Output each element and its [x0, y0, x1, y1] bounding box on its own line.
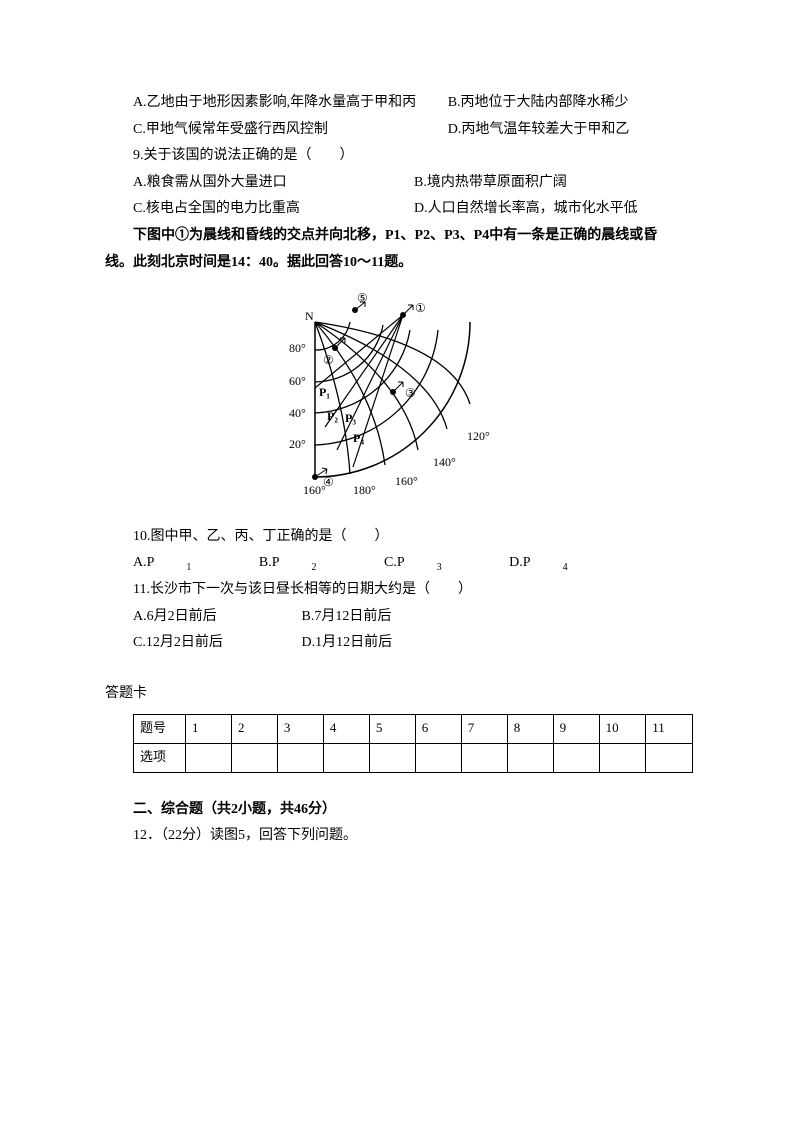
- label-n1: ①: [415, 301, 426, 315]
- label-lat40: 40°: [289, 406, 306, 420]
- q8-option-d: D.丙地气温年较差大于甲和乙: [448, 117, 695, 144]
- q9-option-a: A.粮食需从国外大量进口: [133, 170, 414, 197]
- q9-options-row2: C.核电占全国的电力比重高 D.人口自然增长率高，城市化水平低: [105, 196, 695, 223]
- answer-num-10: 10: [599, 714, 646, 743]
- q8-option-a: A.乙地由于地形因素影响,年降水量高于甲和丙: [133, 90, 448, 117]
- answer-num-5: 5: [369, 714, 415, 743]
- q10-option-b: B.P2: [259, 550, 349, 577]
- answer-num-9: 9: [553, 714, 599, 743]
- label-lat80: 80°: [289, 341, 306, 355]
- globe-svg: N 80° 60° 40° 20° 160° 180° 160° 140° 12…: [275, 282, 525, 507]
- q11-option-d: D.1月12日前后: [302, 635, 393, 650]
- section2-title: 二、综合题（共2小题，共46分）: [105, 797, 695, 824]
- answer-cell-1[interactable]: [186, 743, 232, 772]
- answer-num-7: 7: [461, 714, 507, 743]
- label-n5: ⑤: [357, 291, 368, 305]
- answer-table-header-row: 题号 1 2 3 4 5 6 7 8 9 10 11: [134, 714, 693, 743]
- context-line2: 线。此刻北京时间是14：40。据此回答10～11题。: [105, 255, 412, 270]
- answer-num-8: 8: [507, 714, 553, 743]
- q9-option-d: D.人口自然增长率高，城市化水平低: [414, 196, 695, 223]
- q10-option-c: C.P3: [384, 550, 474, 577]
- answer-num-1: 1: [186, 714, 232, 743]
- label-N: N: [305, 309, 314, 323]
- label-n2: ②: [323, 353, 334, 367]
- q11-option-a: A.6月2日前后: [133, 604, 298, 631]
- q9-option-c: C.核电占全国的电力比重高: [133, 196, 414, 223]
- answer-num-4: 4: [323, 714, 369, 743]
- label-lon120: 120°: [467, 429, 490, 443]
- q11-option-c: C.12月2日前后: [133, 630, 298, 657]
- answer-num-6: 6: [415, 714, 461, 743]
- answer-cell-5[interactable]: [369, 743, 415, 772]
- q12-stem: 12．（22分）读图5，回答下列问题。: [105, 823, 695, 850]
- answer-num-11: 11: [646, 714, 693, 743]
- label-P1: P₁: [319, 385, 330, 399]
- answer-num-2: 2: [231, 714, 277, 743]
- label-n3: ③: [405, 386, 416, 400]
- q9-options-row1: A.粮食需从国外大量进口 B.境内热带草原面积广阔: [105, 170, 695, 197]
- label-lon160e: 160°: [395, 474, 418, 488]
- q11-options-row1: A.6月2日前后 B.7月12日前后: [105, 604, 695, 631]
- label-lon140: 140°: [433, 455, 456, 469]
- label-lat60: 60°: [289, 374, 306, 388]
- q10-options: A.P1 B.P2 C.P3 D.P4: [105, 550, 695, 577]
- answer-num-3: 3: [277, 714, 323, 743]
- answer-cell-4[interactable]: [323, 743, 369, 772]
- q10-option-a: A.P1: [133, 550, 223, 577]
- answer-cell-11[interactable]: [646, 743, 693, 772]
- label-n4: ④: [323, 475, 334, 489]
- q11-option-b: B.7月12日前后: [302, 609, 392, 624]
- q10-option-d: D.P4: [509, 550, 599, 577]
- answer-card-title: 答题卡: [105, 681, 695, 708]
- q11-options-row2: C.12月2日前后 D.1月12日前后: [105, 630, 695, 657]
- answer-cell-7[interactable]: [461, 743, 507, 772]
- answer-cell-2[interactable]: [231, 743, 277, 772]
- q8-option-b: B.丙地位于大陆内部降水稀少: [448, 90, 695, 117]
- context-10-11-line2: 线。此刻北京时间是14：40。据此回答10～11题。: [105, 250, 695, 277]
- answer-cell-6[interactable]: [415, 743, 461, 772]
- q9-stem: 9.关于该国的说法正确的是（ ）: [105, 143, 695, 170]
- label-P4: P₄: [353, 431, 364, 445]
- answer-table-row2-label: 选项: [134, 743, 186, 772]
- answer-cell-3[interactable]: [277, 743, 323, 772]
- globe-figure: N 80° 60° 40° 20° 160° 180° 160° 140° 12…: [105, 282, 695, 518]
- answer-cell-9[interactable]: [553, 743, 599, 772]
- answer-table-value-row: 选项: [134, 743, 693, 772]
- answer-table: 题号 1 2 3 4 5 6 7 8 9 10 11 选项: [133, 714, 693, 773]
- context-10-11: 下图中①为晨线和昏线的交点并向北移，P1、P2、P3、P4中有一条是正确的晨线或…: [105, 223, 695, 250]
- q10-stem: 10.图中甲、乙、丙、丁正确的是（ ）: [105, 524, 695, 551]
- q9-option-b: B.境内热带草原面积广阔: [414, 170, 695, 197]
- context-line1: 下图中①为晨线和昏线的交点并向北移，P1、P2、P3、P4中有一条是正确的晨线或…: [105, 228, 657, 243]
- q8-options-row2: C.甲地气候常年受盛行西风控制 D.丙地气温年较差大于甲和乙: [105, 117, 695, 144]
- label-P2: P₂: [327, 409, 338, 423]
- answer-cell-8[interactable]: [507, 743, 553, 772]
- answer-cell-10[interactable]: [599, 743, 646, 772]
- label-lon180: 180°: [353, 483, 376, 497]
- label-P3: P₃: [345, 411, 356, 425]
- q8-options-row1: A.乙地由于地形因素影响,年降水量高于甲和丙 B.丙地位于大陆内部降水稀少: [105, 90, 695, 117]
- q11-stem: 11.长沙市下一次与该日昼长相等的日期大约是（ ）: [105, 577, 695, 604]
- answer-table-row1-label: 题号: [134, 714, 186, 743]
- label-lat20: 20°: [289, 437, 306, 451]
- q8-option-c: C.甲地气候常年受盛行西风控制: [133, 117, 448, 144]
